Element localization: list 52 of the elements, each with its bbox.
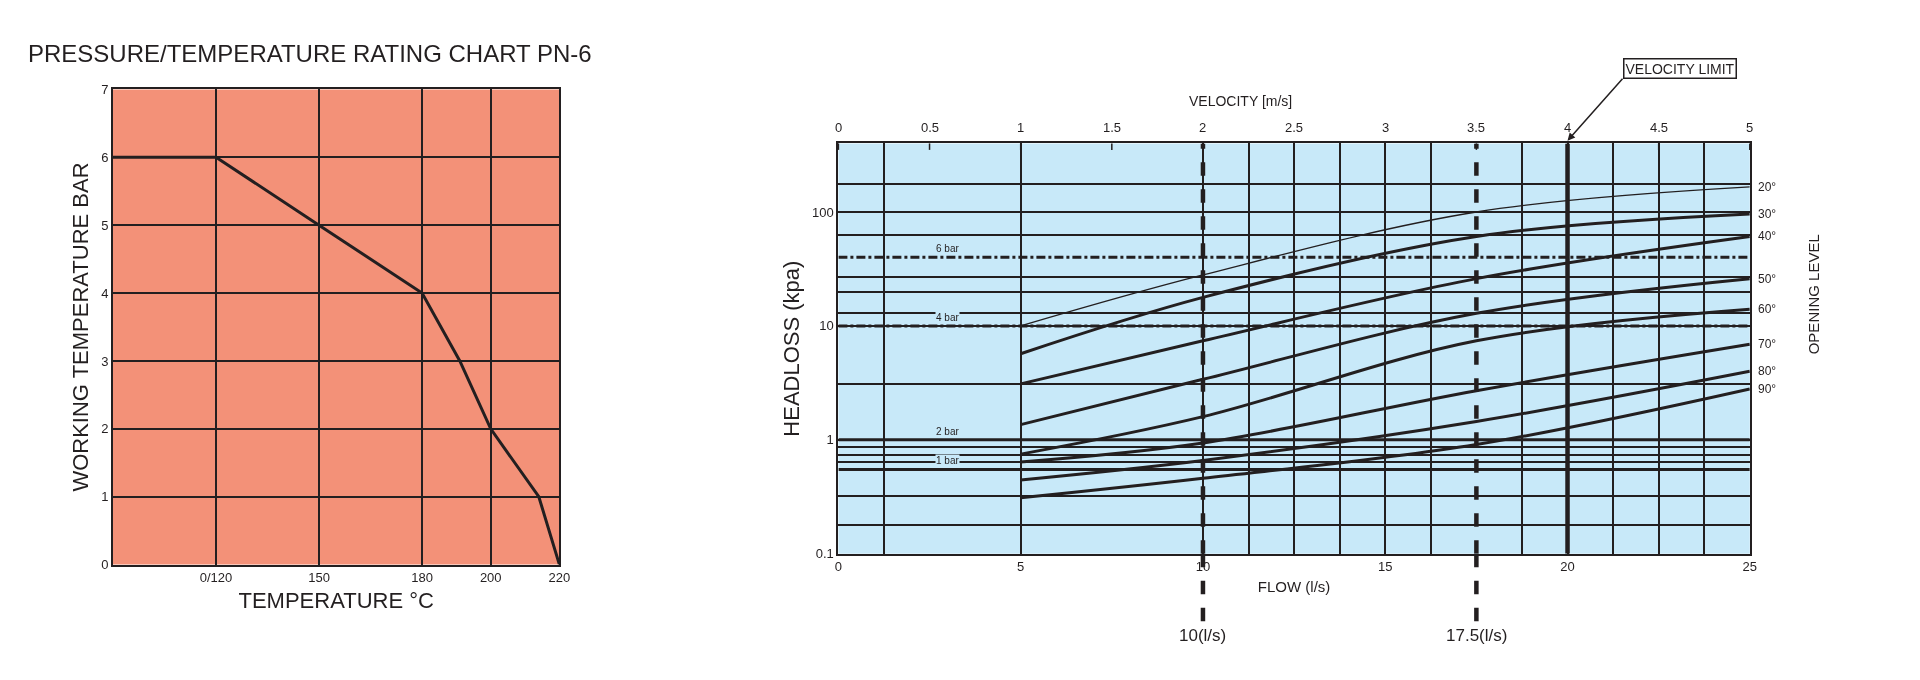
y-axis-title: HEADLOSS (kpa): [779, 260, 805, 437]
x2-tick-label: 5: [1746, 120, 1754, 135]
x-tick-label: 0/120: [199, 570, 233, 586]
x2-tick-label: 3.5: [1467, 120, 1486, 135]
ref-line-label: 17.5(l/s): [1446, 626, 1508, 645]
y-tick-label: 2: [101, 421, 109, 437]
x-tick-label: 200: [479, 570, 502, 586]
series-label: 60°: [1758, 302, 1777, 316]
y-tick-label: 3: [101, 353, 109, 369]
series-label: 70°: [1758, 337, 1777, 351]
x2-tick-label: 2: [1199, 120, 1207, 135]
x-tick-label: 220: [548, 570, 571, 586]
y-tick-label: 6: [101, 149, 109, 165]
x2-tick-label: 2.5: [1285, 120, 1304, 135]
ref-line-label: 4 bar: [936, 312, 960, 323]
x2-tick-label: 1.5: [1103, 120, 1122, 135]
y-tick-label: 1: [826, 432, 834, 448]
x-axis-title: TEMPERATURE °C: [238, 587, 435, 613]
x-tick-label: 150: [308, 570, 330, 586]
x2-tick-label: 4: [1564, 120, 1572, 135]
x2-axis-title: VELOCITY [m/s]: [1189, 93, 1293, 109]
series-label: 50°: [1758, 272, 1777, 286]
x-tick-label: 15: [1378, 559, 1393, 575]
y-tick-label: 100: [812, 204, 834, 220]
x2-tick-label: 0.5: [921, 120, 940, 135]
x2-tick-label: 4.5: [1650, 120, 1669, 135]
x-tick-label: 180: [411, 570, 433, 586]
ref-line-label: 6 bar: [936, 243, 960, 254]
series-label: 40°: [1758, 229, 1777, 243]
y-tick-label: 10: [819, 318, 834, 334]
y-tick-label: 0.1: [815, 546, 834, 562]
y-tick-label: 7: [101, 81, 109, 97]
series-label: 90°: [1758, 382, 1777, 396]
y-tick-label: 1: [101, 489, 109, 505]
x-axis-title: FLOW (l/s): [1257, 577, 1331, 595]
y-axis-title: WORKING TEMPERATURE BAR: [68, 162, 94, 492]
chart-title: PRESSURE/TEMPERATURE RATING CHART PN-6: [28, 40, 592, 67]
x2-tick-label: 1: [1017, 120, 1025, 135]
series-label: 20°: [1758, 180, 1777, 194]
x-tick-label: 20: [1560, 559, 1575, 575]
series-label: 80°: [1758, 364, 1777, 378]
y-tick-label: 5: [101, 217, 109, 233]
y-tick-label: 4: [101, 285, 109, 301]
x-tick-label: 5: [1017, 559, 1025, 575]
ref-line-label: 2 bar: [936, 426, 960, 437]
x2-tick-label: 3: [1382, 120, 1390, 135]
y2-axis-title: OPENING LEVEL: [1805, 234, 1823, 355]
x-tick-label: 25: [1742, 559, 1758, 575]
ref-line-label: 10(l/s): [1179, 626, 1227, 645]
ref-line-label: 1 bar: [936, 455, 960, 466]
text: VELOCITY LIMIT: [1625, 60, 1735, 77]
series-label: 30°: [1758, 207, 1777, 221]
